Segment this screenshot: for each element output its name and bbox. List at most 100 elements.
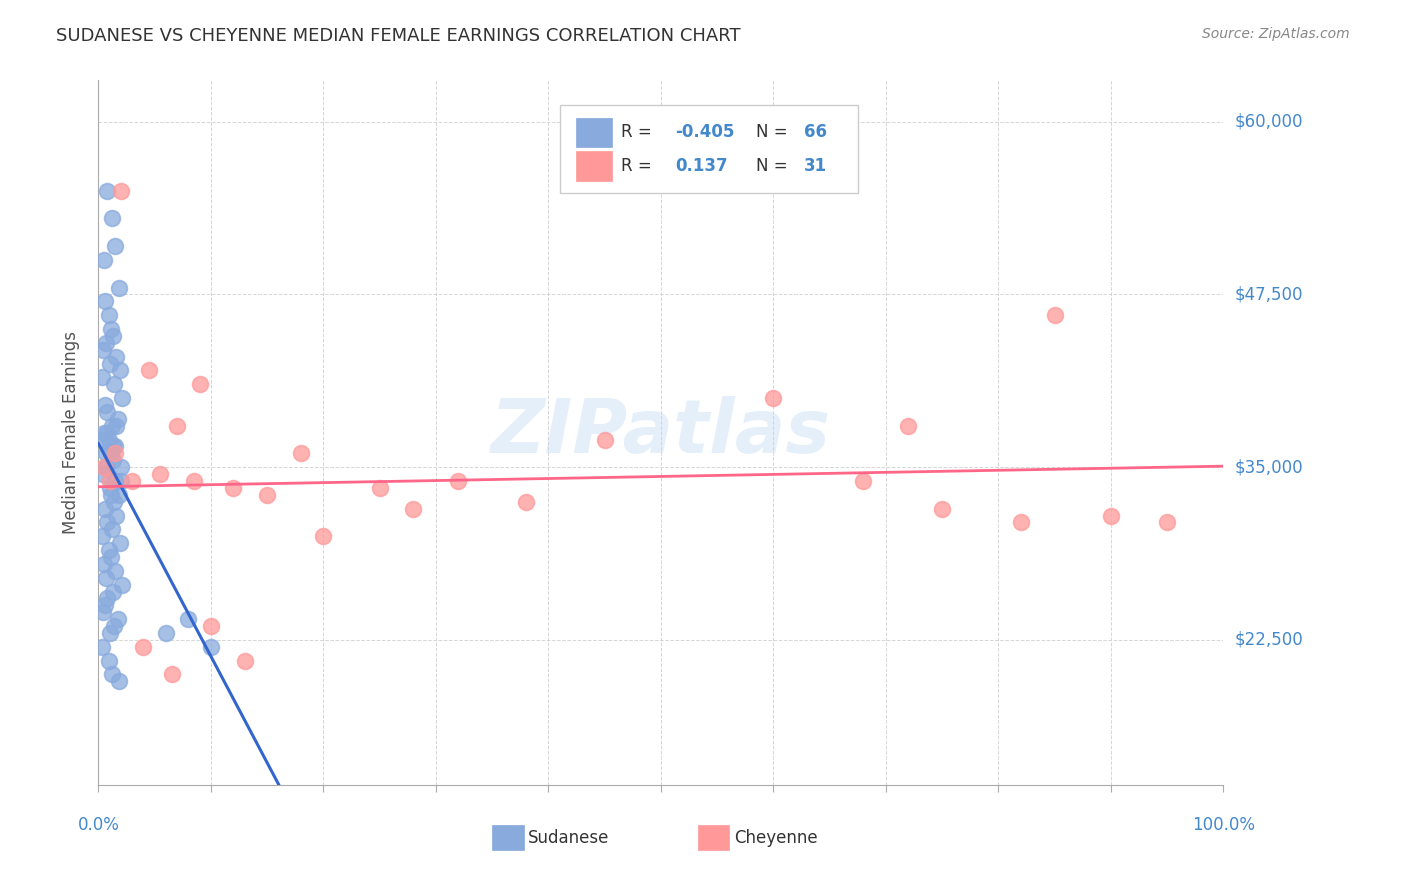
Point <box>98 357 121 371</box>
Point <box>105 350 128 364</box>
Point <box>1010 516 1032 530</box>
Point <box>188 377 211 392</box>
Point <box>402 501 425 516</box>
Point <box>104 474 127 488</box>
Text: $60,000: $60,000 <box>1234 112 1303 131</box>
Point <box>101 667 124 681</box>
Point <box>105 418 128 433</box>
Point <box>91 343 114 357</box>
Text: 31: 31 <box>804 157 827 175</box>
Point <box>107 280 129 294</box>
FancyBboxPatch shape <box>576 152 613 181</box>
FancyBboxPatch shape <box>560 105 858 193</box>
Point <box>96 446 118 460</box>
Point <box>155 626 177 640</box>
Point <box>103 377 125 392</box>
Point <box>107 674 129 689</box>
Point <box>96 591 118 606</box>
Point <box>515 494 537 508</box>
Point <box>104 446 127 460</box>
Point <box>111 391 134 405</box>
Point <box>101 453 124 467</box>
Text: $35,000: $35,000 <box>1234 458 1303 476</box>
Point <box>90 529 112 543</box>
Point <box>1156 516 1178 530</box>
Text: Cheyenne: Cheyenne <box>734 829 817 847</box>
Point <box>447 474 470 488</box>
Point <box>1043 308 1066 322</box>
Point <box>96 460 118 475</box>
Text: Sudanese: Sudanese <box>529 829 609 847</box>
Text: ZIPatlas: ZIPatlas <box>491 396 831 469</box>
Point <box>100 446 122 460</box>
Point <box>108 363 131 377</box>
Point <box>110 184 132 198</box>
Point <box>222 481 245 495</box>
Point <box>101 211 124 226</box>
Point <box>852 474 875 488</box>
Text: 0.137: 0.137 <box>675 157 728 175</box>
Point <box>101 418 124 433</box>
Point <box>94 501 117 516</box>
Point <box>91 467 114 481</box>
Point <box>110 474 132 488</box>
Point <box>94 398 117 412</box>
Point <box>931 501 953 516</box>
FancyBboxPatch shape <box>697 825 730 850</box>
Point <box>93 460 115 475</box>
Point <box>96 571 118 585</box>
Point <box>91 605 114 619</box>
Point <box>101 439 124 453</box>
Point <box>97 543 120 558</box>
Point <box>132 640 155 654</box>
Point <box>233 654 256 668</box>
Point <box>107 612 129 626</box>
Point <box>98 626 121 640</box>
Point <box>200 619 222 633</box>
Text: -0.405: -0.405 <box>675 123 735 142</box>
Point <box>107 412 129 426</box>
Point <box>108 536 131 550</box>
Point <box>96 184 118 198</box>
Point <box>121 474 143 488</box>
Point <box>177 612 200 626</box>
Point <box>290 446 312 460</box>
Point <box>111 577 134 591</box>
Point <box>100 488 122 502</box>
Point <box>98 481 121 495</box>
Point <box>104 439 127 453</box>
Point <box>897 418 920 433</box>
Point <box>593 433 616 447</box>
Point <box>101 584 124 599</box>
Text: 100.0%: 100.0% <box>1192 815 1254 833</box>
Point <box>101 522 124 536</box>
Point <box>90 370 112 384</box>
Point <box>200 640 222 654</box>
Point <box>183 474 205 488</box>
Point <box>166 418 188 433</box>
Text: $22,500: $22,500 <box>1234 631 1303 648</box>
Point <box>96 405 118 419</box>
Point <box>94 599 117 613</box>
Point <box>110 460 132 475</box>
Point <box>256 488 278 502</box>
Point <box>93 433 115 447</box>
Point <box>101 329 124 343</box>
FancyBboxPatch shape <box>492 825 523 850</box>
Point <box>312 529 335 543</box>
Point <box>93 557 115 571</box>
Text: R =: R = <box>621 123 652 142</box>
Point <box>96 335 118 350</box>
Point <box>97 308 120 322</box>
Text: Source: ZipAtlas.com: Source: ZipAtlas.com <box>1202 27 1350 41</box>
FancyBboxPatch shape <box>576 118 613 147</box>
Text: 66: 66 <box>804 123 827 142</box>
Point <box>90 640 112 654</box>
Point <box>100 322 122 336</box>
Point <box>762 391 785 405</box>
Point <box>103 494 125 508</box>
Point <box>149 467 172 481</box>
Point <box>368 481 391 495</box>
Y-axis label: Median Female Earnings: Median Female Earnings <box>62 331 80 534</box>
Point <box>93 425 115 440</box>
